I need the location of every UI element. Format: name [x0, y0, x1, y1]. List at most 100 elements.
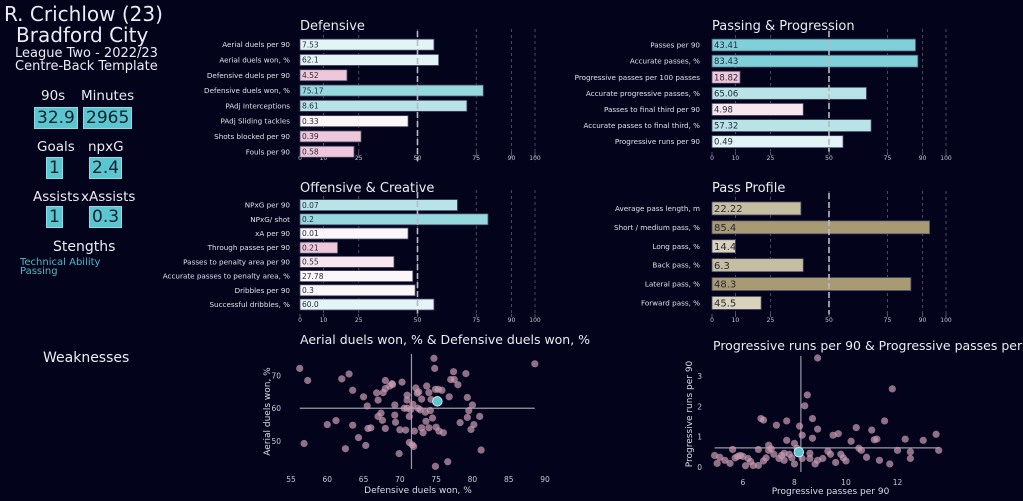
scatter-point — [857, 446, 866, 454]
bar — [299, 298, 435, 311]
scatter-point — [377, 409, 385, 417]
x-tick-label: 90 — [540, 475, 550, 484]
chart-title: Progressive runs per 90 & Progressive pa… — [713, 338, 1023, 353]
tick-label: 10 — [320, 155, 328, 162]
tick-label: 100 — [529, 317, 541, 324]
stat-value-minutes: 2965 — [83, 107, 133, 129]
y-tick-label: 2 — [697, 402, 702, 411]
bar-category-label: Accurate passes, % — [630, 57, 700, 66]
bar-category-label: Dribbles per 90 — [235, 286, 291, 295]
scatter-point — [450, 375, 458, 384]
scatter-point — [422, 417, 430, 425]
y-axis-label: Aerial duels won, % — [263, 367, 273, 456]
scatter-point — [381, 376, 389, 385]
x-tick-label: 6 — [741, 478, 746, 487]
stat-label-npxg: npxG — [88, 139, 124, 155]
stat-label-assists: Assists — [33, 189, 80, 205]
bar — [299, 115, 409, 128]
scatter-point — [826, 450, 835, 458]
tick-label: 90 — [508, 317, 516, 324]
scatter-point — [888, 385, 896, 393]
bar-value-label: 0.55 — [302, 258, 319, 267]
scatter-point — [808, 434, 817, 442]
bar-chart-offensive: Offensive & Creative 0 10 25 50 75 90 100 NPxG p… — [163, 181, 541, 324]
scatter-chart-scatter_progression: Progressive runs per 90 & Progressive pa… — [685, 338, 1023, 497]
tick-label: 50 — [414, 317, 422, 324]
bar-category-label: NPxG per 90 — [245, 201, 291, 210]
bar — [299, 69, 348, 82]
bar-value-label: 45.5 — [714, 299, 736, 310]
bar — [711, 220, 931, 235]
scatter-point — [868, 426, 876, 434]
strengths-heading: Stengths — [53, 239, 116, 255]
x-tick-label: 10 — [841, 478, 851, 487]
scatter-point — [754, 445, 762, 454]
bar — [711, 103, 804, 116]
tick-label: 25 — [767, 155, 775, 162]
player-template: Centre-Back Template — [15, 59, 158, 74]
scatter-point — [713, 459, 721, 467]
bar-value-label: 83.43 — [714, 57, 738, 67]
scatter-point — [906, 454, 914, 463]
tick-label: 25 — [355, 155, 363, 162]
scatter-point — [396, 426, 404, 434]
highlight-player-point — [793, 446, 805, 458]
bar-value-label: 6.3 — [714, 261, 730, 272]
scatter-point — [403, 391, 411, 399]
scatter-point — [419, 429, 427, 437]
bar — [299, 145, 355, 158]
scatter-point — [875, 456, 884, 464]
scatter-point — [456, 419, 464, 427]
bar — [711, 201, 802, 216]
scatter-point — [431, 462, 440, 470]
bar-value-label: 8.61 — [302, 102, 319, 111]
bar — [711, 239, 736, 254]
scatter-point — [430, 354, 438, 362]
scatter-point — [795, 422, 804, 430]
bar — [299, 54, 440, 66]
bar — [299, 213, 489, 226]
scatter-point — [391, 418, 400, 426]
tick-label: 0 — [710, 317, 714, 324]
tick-label: 90 — [919, 155, 927, 162]
scatter-point — [798, 431, 806, 439]
bar-category-label: PAdj Sliding tackles — [220, 117, 290, 126]
scatter-point — [391, 411, 399, 419]
bar — [711, 54, 919, 68]
highlight-player-point — [432, 396, 443, 407]
scatter-point — [439, 429, 447, 437]
bar — [299, 241, 338, 254]
scatter-point — [803, 391, 811, 399]
tick-label: 75 — [884, 155, 892, 162]
tick-label: 0 — [298, 317, 302, 324]
tick-label: 25 — [767, 317, 775, 324]
player-name: R. Crichlow (23) — [4, 2, 163, 26]
bar — [711, 86, 867, 100]
bar-category-label: Progressive runs per 90 — [615, 137, 701, 146]
bar-value-label: 62.1 — [302, 56, 319, 65]
tick-label: 10 — [732, 317, 740, 324]
strength-item: Technical Ability — [20, 257, 101, 268]
bar-value-label: 75.17 — [302, 86, 324, 95]
bar — [711, 296, 762, 310]
x-tick-label: 12 — [893, 478, 903, 487]
scatter-point — [354, 434, 363, 442]
bar-category-label: Back pass, % — [652, 261, 700, 270]
scatter-point — [426, 406, 434, 415]
scatter-point — [304, 376, 312, 385]
scatter-point — [300, 439, 308, 448]
tick-label: 10 — [320, 317, 328, 324]
bar-category-label: Accurate passes to final third, % — [584, 121, 701, 130]
bar-value-label: 4.52 — [302, 71, 319, 80]
scatter-point — [431, 364, 439, 373]
bar-value-label: 43.41 — [714, 41, 738, 51]
scatter-point — [788, 454, 796, 462]
bar-chart-passing: Passing & Progression 0 10 25 50 75 90 100 Passe… — [575, 19, 952, 162]
scatter-point — [780, 456, 788, 464]
scatter-point — [893, 446, 902, 454]
bar-category-label: Passes per 90 — [650, 41, 700, 50]
strength-item: Passing — [20, 266, 58, 277]
bar-value-label: 57.32 — [714, 122, 738, 132]
scatter-point — [391, 401, 399, 409]
tick-label: 100 — [940, 155, 952, 162]
